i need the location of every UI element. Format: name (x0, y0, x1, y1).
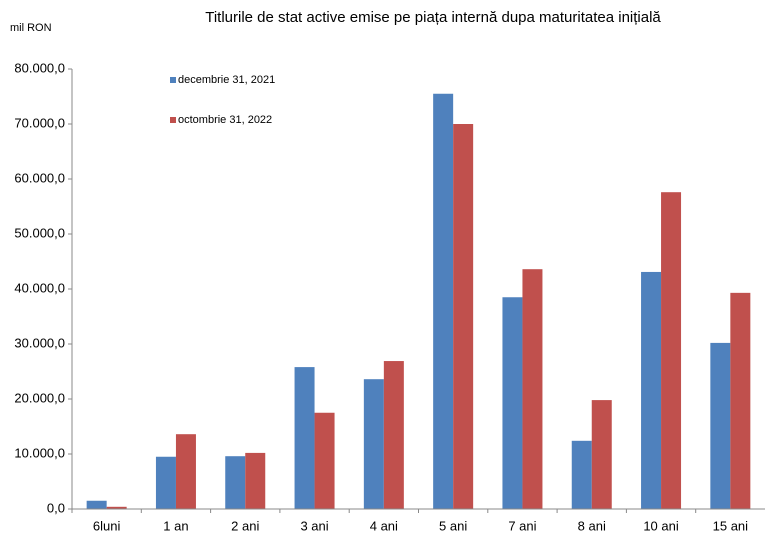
bar (710, 342, 731, 509)
legend-label: decembrie 31, 2021 (178, 74, 275, 86)
y-tick-label: 0,0 (47, 500, 65, 515)
bar (294, 367, 315, 509)
x-tick-label: 10 ani (643, 518, 679, 533)
bar (641, 271, 662, 509)
bar (502, 297, 523, 509)
chart-title: Titlurile de stat active emise pe piața … (205, 9, 661, 26)
y-tick-label: 10.000,0 (14, 445, 65, 460)
bar (571, 440, 592, 509)
bar (661, 192, 682, 509)
x-tick-label: 3 ani (300, 518, 328, 533)
bar (86, 500, 107, 509)
x-tick-label: 6luni (93, 518, 121, 533)
bar (245, 452, 266, 509)
y-tick-label: 20.000,0 (14, 390, 65, 405)
bar (383, 361, 404, 509)
legend-label: octombrie 31, 2022 (178, 114, 272, 126)
y-tick-label: 60.000,0 (14, 170, 65, 185)
x-tick-label: 2 ani (231, 518, 259, 533)
bar (106, 506, 127, 509)
x-tick-label: 7 ani (508, 518, 536, 533)
legend-swatch (170, 77, 176, 83)
x-tick-label: 15 ani (713, 518, 749, 533)
bar (175, 434, 196, 509)
bar (155, 456, 176, 509)
y-tick-label: 80.000,0 (14, 60, 65, 75)
bar (363, 379, 384, 509)
bar (522, 269, 543, 509)
bar (730, 292, 751, 509)
y-tick-label: 30.000,0 (14, 335, 65, 350)
y-axis-label: mil RON (10, 22, 52, 34)
x-tick-label: 1 an (163, 518, 188, 533)
bar (433, 93, 454, 509)
y-tick-label: 40.000,0 (14, 280, 65, 295)
bar (453, 124, 474, 509)
x-tick-label: 4 ani (370, 518, 398, 533)
bar (225, 456, 246, 509)
legend-swatch (170, 117, 176, 123)
bar (314, 412, 335, 509)
x-tick-label: 5 ani (439, 518, 467, 533)
y-tick-label: 50.000,0 (14, 225, 65, 240)
x-tick-label: 8 ani (578, 518, 606, 533)
y-tick-label: 70.000,0 (14, 115, 65, 130)
bar (591, 400, 612, 509)
